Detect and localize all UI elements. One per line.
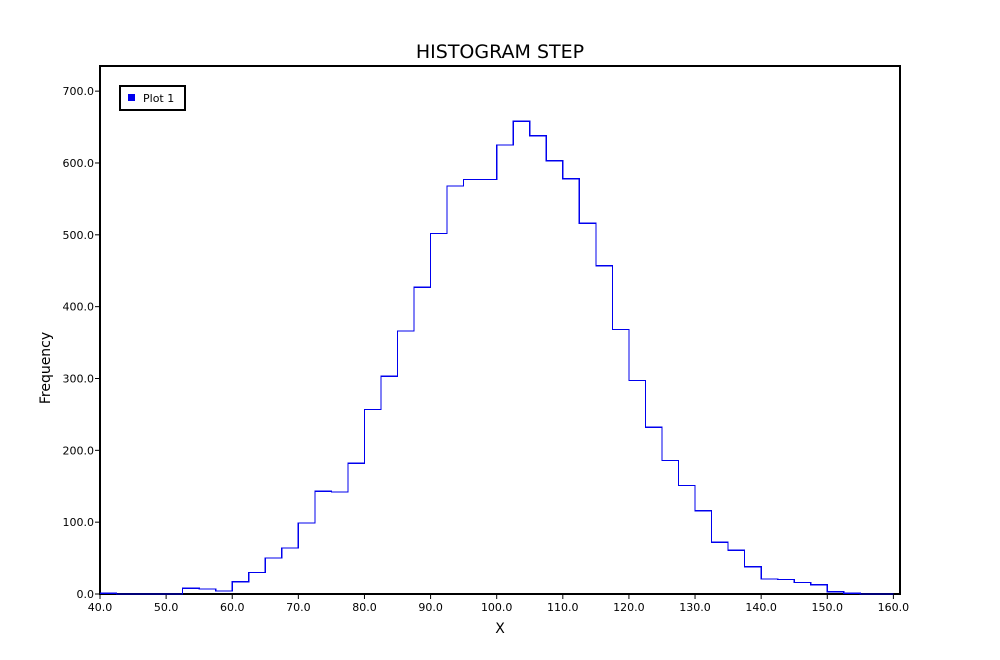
y-tick-label: 100.0: [63, 516, 95, 529]
series-layer: [100, 120, 894, 595]
y-axis-label: Frequency: [38, 332, 54, 404]
x-tick-label: 150.0: [812, 601, 844, 614]
x-tick-label: 120.0: [613, 601, 645, 614]
x-tick-label: 140.0: [745, 601, 777, 614]
x-tick-label: 130.0: [679, 601, 711, 614]
x-tick-label: 50.0: [154, 601, 179, 614]
y-tick-label: 300.0: [63, 372, 95, 385]
x-axis-ticks: 40.0 50.0 60.0 70.0 80.0 90.0 100.0 110.0 120.0 1…: [88, 594, 909, 614]
x-tick-label: 110.0: [547, 601, 579, 614]
legend-swatch-plot-1: [128, 94, 135, 101]
legend-label-plot-1: Plot 1: [143, 92, 174, 105]
x-tick-label: 40.0: [88, 601, 113, 614]
legend: Plot 1: [119, 85, 186, 111]
y-tick-label: 500.0: [63, 229, 95, 242]
plot-area-frame: [99, 65, 901, 595]
y-tick-label: 200.0: [63, 444, 95, 457]
x-tick-label: 80.0: [352, 601, 377, 614]
y-tick-label: 700.0: [63, 85, 95, 98]
x-tick-label: 160.0: [878, 601, 910, 614]
chart-title: HISTOGRAM STEP: [416, 41, 584, 63]
histogram-step-line: [100, 120, 894, 595]
x-tick-label: 90.0: [418, 601, 443, 614]
y-tick-label: 0.0: [77, 588, 95, 601]
y-tick-label: 400.0: [63, 301, 95, 314]
x-axis-label: X: [495, 621, 505, 637]
y-axis-ticks: 0.0 100.0 200.0 300.0 400.0 500.0 600.0 700.0: [63, 85, 100, 601]
x-tick-label: 60.0: [220, 601, 245, 614]
x-tick-label: 70.0: [286, 601, 311, 614]
y-tick-label: 600.0: [63, 157, 95, 170]
x-tick-label: 100.0: [481, 601, 513, 614]
